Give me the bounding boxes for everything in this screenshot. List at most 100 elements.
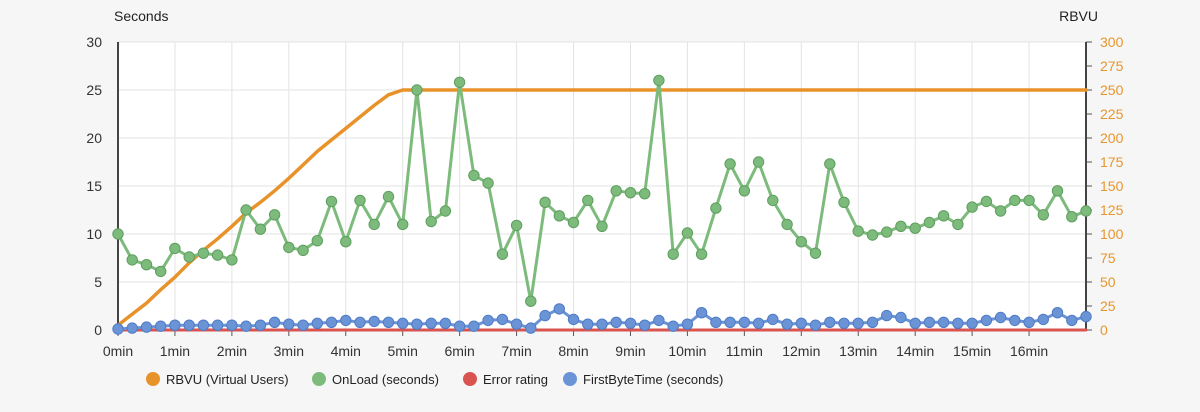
data-point: [1023, 316, 1035, 328]
y-right-tick-label: 0: [1100, 322, 1108, 338]
data-point: [909, 317, 921, 329]
data-point: [226, 254, 238, 266]
x-tick-label: 13min: [839, 343, 877, 359]
data-point: [852, 317, 864, 329]
data-point: [1009, 314, 1021, 327]
data-point: [169, 319, 181, 331]
series-0: [116, 88, 1088, 327]
y-right-tick-label: 225: [1100, 106, 1124, 122]
y-right-tick-label: 250: [1100, 82, 1124, 98]
data-point: [923, 216, 936, 229]
data-point: [795, 236, 807, 248]
legend-label: Error rating: [483, 372, 548, 387]
data-point: [923, 316, 936, 328]
data-point: [1009, 194, 1021, 207]
data-point: [809, 319, 822, 331]
x-tick-label: 16min: [1010, 343, 1048, 359]
data-point: [183, 251, 195, 263]
y-left-tick-label: 25: [86, 82, 102, 98]
data-point: [354, 194, 366, 207]
data-point: [468, 169, 480, 182]
data-point: [254, 319, 267, 331]
legend: RBVU (Virtual Users) OnLoad (seconds) Erro…: [146, 372, 723, 387]
x-tick-label: 11min: [726, 343, 763, 359]
data-point: [183, 319, 195, 331]
data-point: [311, 317, 323, 329]
data-point: [211, 319, 224, 331]
data-point: [397, 218, 409, 231]
data-point: [411, 318, 423, 330]
data-point: [980, 195, 993, 208]
data-point: [852, 225, 864, 237]
data-point: [439, 317, 452, 329]
data-point: [895, 220, 907, 233]
grid-lines: [117, 41, 1086, 331]
x-tick-label: 4min: [331, 343, 361, 359]
data-point: [340, 314, 352, 327]
y-right-tick-label: 25: [1100, 298, 1116, 314]
data-point: [567, 216, 580, 229]
data-point: [382, 316, 395, 328]
data-point: [994, 311, 1007, 324]
data-point: [482, 314, 494, 327]
data-point: [866, 229, 879, 241]
data-point: [297, 319, 309, 331]
data-point: [781, 318, 793, 330]
data-point: [1037, 209, 1050, 221]
y-right-tick-label: 300: [1100, 34, 1124, 50]
data-point: [112, 228, 124, 240]
y-left-tick-label: 15: [86, 178, 102, 194]
data-point: [667, 320, 679, 332]
data-point: [653, 74, 665, 87]
data-point: [539, 309, 551, 322]
y-right-axis-title: RBVU: [1059, 8, 1098, 24]
legend-marker: [563, 372, 577, 386]
data-point: [653, 314, 665, 327]
data-point: [966, 201, 978, 213]
data-point: [994, 205, 1007, 217]
data-point: [724, 158, 736, 170]
x-tick-label: 5min: [388, 343, 418, 359]
data-point: [453, 320, 466, 332]
data-point: [468, 320, 480, 332]
y-right-tick-label: 175: [1100, 154, 1124, 170]
data-point: [838, 196, 850, 209]
data-point: [681, 318, 694, 330]
data-point: [710, 202, 722, 214]
data-point: [155, 265, 167, 278]
y-left-tick-label: 20: [86, 130, 102, 146]
data-point: [1023, 194, 1035, 207]
data-point: [539, 196, 551, 209]
x-tick-label: 0min: [103, 343, 133, 359]
data-point: [596, 318, 608, 330]
data-point: [881, 309, 893, 322]
data-point: [425, 317, 437, 329]
data-point: [582, 194, 594, 207]
data-point: [340, 236, 352, 248]
y-left-tick-label: 0: [94, 322, 102, 338]
y-right-tick-label: 125: [1100, 202, 1124, 218]
y-right-tick-label: 275: [1100, 58, 1124, 74]
data-point: [695, 248, 708, 260]
data-point: [297, 244, 309, 257]
y-right-tick-label: 200: [1100, 130, 1124, 146]
data-point: [937, 316, 950, 328]
data-point: [240, 320, 252, 332]
data-point: [952, 218, 964, 231]
series-1: [112, 74, 1092, 307]
data-point: [1051, 307, 1064, 319]
data-point: [140, 321, 153, 333]
data-point: [724, 316, 736, 328]
data-point: [1080, 310, 1092, 323]
data-point: [211, 249, 224, 261]
legend-marker: [312, 372, 326, 386]
legend-label: OnLoad (seconds): [332, 372, 439, 387]
data-point: [453, 76, 466, 89]
data-point: [525, 295, 537, 307]
data-point: [553, 303, 565, 315]
y-right-tick-label: 75: [1100, 250, 1116, 266]
data-point: [781, 218, 793, 231]
legend-label: RBVU (Virtual Users): [166, 372, 289, 387]
data-point: [268, 316, 281, 328]
